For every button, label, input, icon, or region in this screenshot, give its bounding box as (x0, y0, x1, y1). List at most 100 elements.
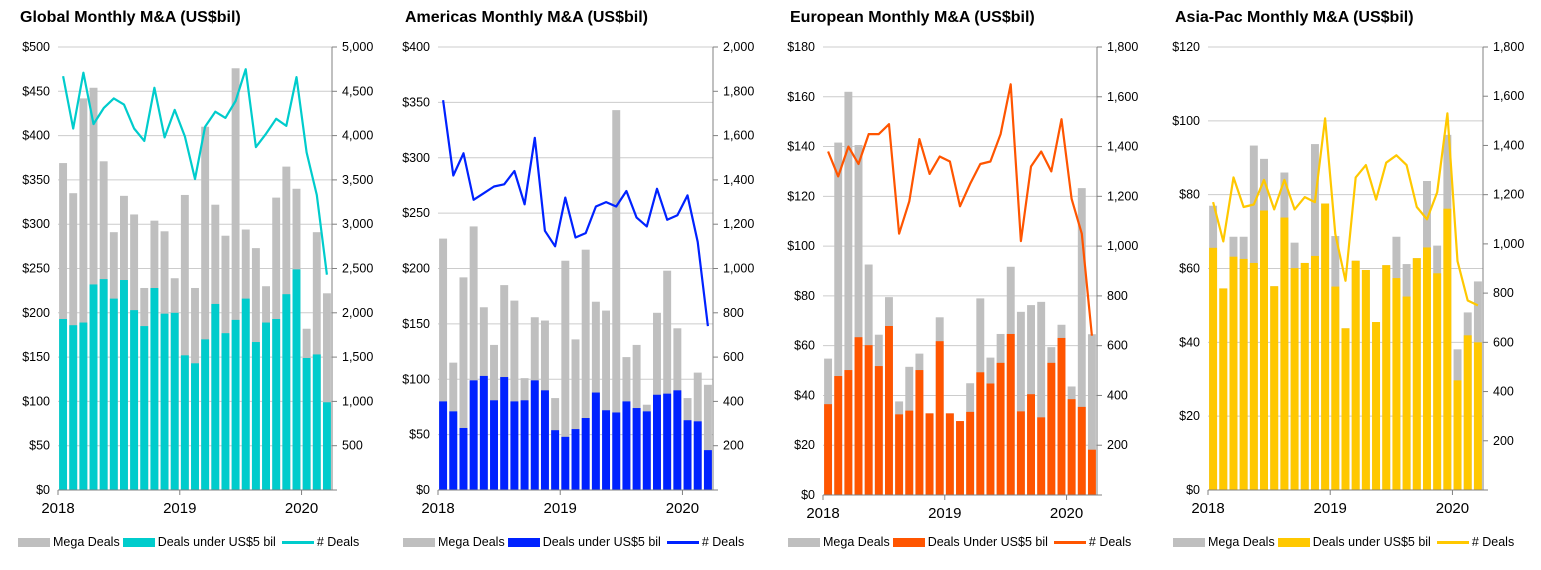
bar-mega-deals (180, 194, 189, 490)
bar-deals-under-5bil (221, 333, 230, 490)
y-tick-label-left: $350 (402, 95, 430, 109)
chart-title: Americas Monthly M&A (US$bil) (405, 9, 648, 26)
bar-mega-deals (1077, 188, 1086, 495)
asiapac-chart: $0 $20 $40 $60 $80 $100 $120 200 400 600 800 1,000 1… (1172, 40, 1524, 517)
bar-deals-under-5bil (251, 342, 260, 490)
bar-deals-under-5bil (1412, 258, 1421, 490)
x-tick-label: 2018 (421, 500, 454, 517)
chart-legend: Mega Deals Deals under US$5 bil # Deals (403, 535, 747, 549)
legend-item-count: # Deals (1051, 535, 1131, 549)
y-tick-label-right: 1,600 (1107, 90, 1138, 104)
bar-deals-under-5bil (540, 390, 549, 490)
bar-deals-under-5bil (1260, 210, 1268, 490)
x-tick-label: 2018 (1191, 500, 1224, 517)
european-chart-panel: European Monthly M&A (US$bil) $0 $20 $40 $6… (770, 0, 1155, 570)
legend-item-mega: Mega Deals (1173, 535, 1275, 549)
y-tick-label-left: $0 (36, 483, 50, 497)
bar-deals-under-5bil (1473, 342, 1482, 490)
chart-title: Asia-Pac Monthly M&A (US$bil) (1175, 9, 1414, 26)
bar-deals-under-5bil (1209, 247, 1218, 490)
y-tick-label-left: $20 (794, 438, 815, 452)
bar-deals-under-5bil (1351, 260, 1360, 490)
x-tick-label: 2020 (666, 500, 699, 517)
bar-deals-under-5bil (1321, 203, 1330, 490)
bar-deals-under-5bil (1300, 262, 1309, 490)
y-tick-label-right: 1,200 (1493, 188, 1524, 202)
bar-deals-under-5bil (191, 363, 199, 490)
legend-label: Mega Deals (53, 535, 120, 549)
legend-label: Deals under US$5 bil (157, 535, 276, 549)
y-tick-label-right: 1,000 (1493, 237, 1524, 251)
x-tick-label: 2018 (806, 505, 839, 522)
x-tick-label: 2020 (1050, 505, 1083, 522)
chart-title: Global Monthly M&A (US$bil) (20, 9, 241, 26)
y-tick-label-right: 3,500 (342, 173, 373, 187)
bar-deals-under-5bil (693, 421, 702, 490)
bar-deals-under-5bil (945, 413, 954, 495)
bar-deals-under-5bil (211, 303, 220, 490)
bar-deals-under-5bil (1443, 208, 1452, 490)
bar-deals-under-5bil (683, 420, 692, 490)
legend-label: Mega Deals (823, 535, 890, 549)
legend-label: Deals Under US$5 bil (927, 535, 1048, 549)
bar-deals-under-5bil (59, 319, 68, 490)
bar-deals-under-5bil (520, 400, 529, 490)
legend-swatch-under (122, 537, 155, 547)
y-tick-label-left: $60 (1179, 262, 1200, 276)
bar-deals-under-5bil (956, 421, 964, 495)
legend-item-under: Deals under US$5 bil (1277, 535, 1431, 549)
y-tick-label-left: $0 (801, 488, 815, 502)
bar-deals-under-5bil (1280, 217, 1289, 490)
bar-deals-under-5bil (130, 310, 139, 490)
y-tick-label-left: $300 (22, 217, 50, 231)
y-tick-label-left: $80 (1179, 188, 1200, 202)
x-tick-label: 2019 (163, 500, 196, 517)
bar-deals-under-5bil (966, 411, 975, 495)
bar-deals-under-5bil (864, 345, 873, 495)
y-tick-label-left: $350 (22, 173, 50, 187)
chart-legend: Mega Deals Deals Under US$5 bil # Deals (788, 535, 1134, 549)
legend-item-mega: Mega Deals (18, 535, 120, 549)
bar-deals-under-5bil (1006, 333, 1015, 495)
legend-item-mega: Mega Deals (403, 535, 505, 549)
bar-deals-under-5bil (1270, 286, 1279, 490)
legend-item-count: # Deals (279, 535, 359, 549)
y-tick-label-right: 400 (1107, 388, 1128, 402)
legend-item-count: # Deals (1434, 535, 1514, 549)
y-tick-label-left: $0 (416, 483, 430, 497)
bar-deals-under-5bil (905, 410, 914, 495)
bar-deals-under-5bil (622, 401, 631, 490)
bar-deals-under-5bil (140, 326, 149, 490)
legend-label: # Deals (316, 535, 360, 549)
y-tick-label-right: 1,400 (1493, 138, 1524, 152)
y-tick-label-right: 1,800 (723, 84, 754, 98)
y-tick-label-right: 4,500 (342, 84, 373, 98)
y-tick-label-right: 1,200 (723, 217, 754, 231)
bar-deals-under-5bil (1433, 273, 1442, 490)
y-tick-label-left: $250 (22, 262, 50, 276)
bar-deals-under-5bil (479, 375, 488, 490)
bar-deals-under-5bil (160, 313, 169, 490)
y-tick-label-left: $200 (22, 306, 50, 320)
americas-chart: $0 $50 $100 $150 $200 $250 $300 $350 $400 200 400 6… (402, 40, 754, 517)
legend-swatch-line (1053, 540, 1086, 544)
y-tick-label-right: 600 (1493, 335, 1514, 349)
y-tick-label-left: $40 (794, 388, 815, 402)
y-tick-label-left: $150 (402, 317, 430, 331)
bar-deals-under-5bil (1463, 335, 1472, 490)
y-tick-label-left: $160 (787, 90, 815, 104)
bar-deals-under-5bil (551, 430, 560, 490)
y-tick-label-left: $100 (1172, 114, 1200, 128)
bar-mega-deals (459, 277, 468, 490)
bar-deals-under-5bil (1057, 337, 1066, 495)
y-tick-label-right: 600 (723, 350, 744, 364)
y-tick-label-left: $100 (787, 239, 815, 253)
bar-deals-under-5bil (1382, 265, 1391, 490)
bar-deals-under-5bil (109, 298, 118, 490)
bar-deals-under-5bil (510, 401, 519, 490)
bar-mega-deals (854, 145, 863, 495)
y-tick-label-left: $20 (1179, 409, 1200, 423)
bar-deals-under-5bil (1290, 268, 1299, 490)
bar-deals-under-5bil (170, 312, 179, 490)
y-tick-label-left: $400 (22, 129, 50, 143)
